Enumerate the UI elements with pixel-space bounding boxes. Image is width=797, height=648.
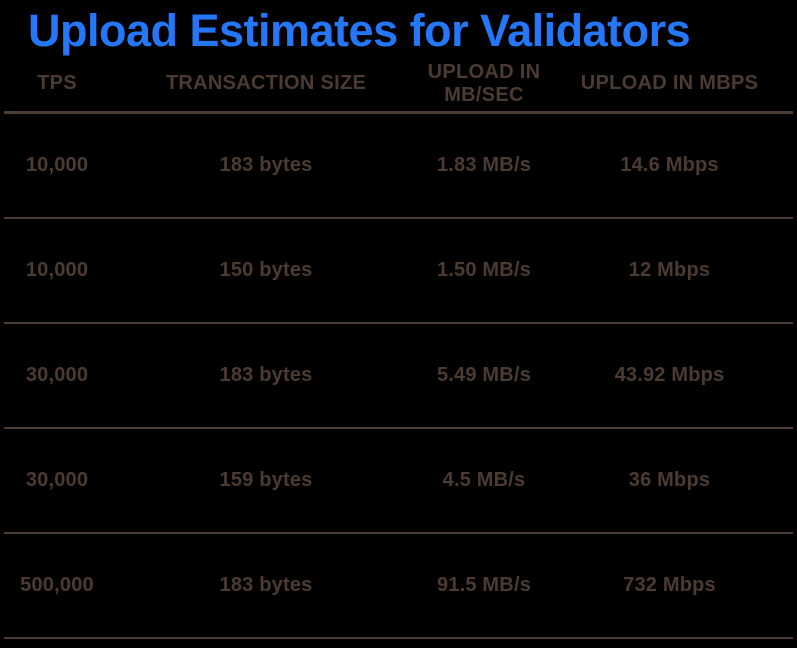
cell-tps: 30,000 [4, 428, 110, 534]
estimates-table: TPS TRANSACTION SIZE UPLOAD IN MB/SEC UP… [4, 56, 793, 639]
column-header-upload-mbsec: UPLOAD IN MB/SEC [422, 56, 546, 114]
page-title: Upload Estimates for Validators [28, 5, 691, 56]
cell-tps: 500,000 [4, 533, 110, 639]
header-row: TPS TRANSACTION SIZE UPLOAD IN MB/SEC UP… [4, 56, 793, 114]
table-row: 30,000 183 bytes 5.49 MB/s 43.92 Mbps [4, 323, 793, 429]
column-header-upload-mbps: UPLOAD IN MBPS [546, 56, 793, 114]
cell-tps: 30,000 [4, 323, 110, 429]
cell-upload-mbsec: 91.5 MB/s [422, 533, 546, 639]
cell-upload-mbsec: 4.5 MB/s [422, 428, 546, 534]
cell-upload-mbps: 12 Mbps [546, 218, 793, 324]
cell-upload-mbps: 14.6 Mbps [546, 112, 793, 219]
cell-upload-mbps: 43.92 Mbps [546, 323, 793, 429]
cell-transaction-size: 150 bytes [110, 218, 422, 324]
cell-tps: 10,000 [4, 218, 110, 324]
cell-upload-mbsec: 1.83 MB/s [422, 112, 546, 219]
cell-upload-mbps: 732 Mbps [546, 533, 793, 639]
table-row: 10,000 183 bytes 1.83 MB/s 14.6 Mbps [4, 112, 793, 219]
table-row: 500,000 183 bytes 91.5 MB/s 732 Mbps [4, 533, 793, 639]
table-row: 30,000 159 bytes 4.5 MB/s 36 Mbps [4, 428, 793, 534]
cell-upload-mbps: 36 Mbps [546, 428, 793, 534]
cell-upload-mbsec: 5.49 MB/s [422, 323, 546, 429]
cell-upload-mbsec: 1.50 MB/s [422, 218, 546, 324]
table-row: 10,000 150 bytes 1.50 MB/s 12 Mbps [4, 218, 793, 324]
cell-tps: 10,000 [4, 112, 110, 219]
column-header-transaction-size: TRANSACTION SIZE [110, 56, 422, 114]
column-header-tps: TPS [4, 56, 110, 114]
cell-transaction-size: 183 bytes [110, 323, 422, 429]
cell-transaction-size: 183 bytes [110, 112, 422, 219]
cell-transaction-size: 159 bytes [110, 428, 422, 534]
cell-transaction-size: 183 bytes [110, 533, 422, 639]
